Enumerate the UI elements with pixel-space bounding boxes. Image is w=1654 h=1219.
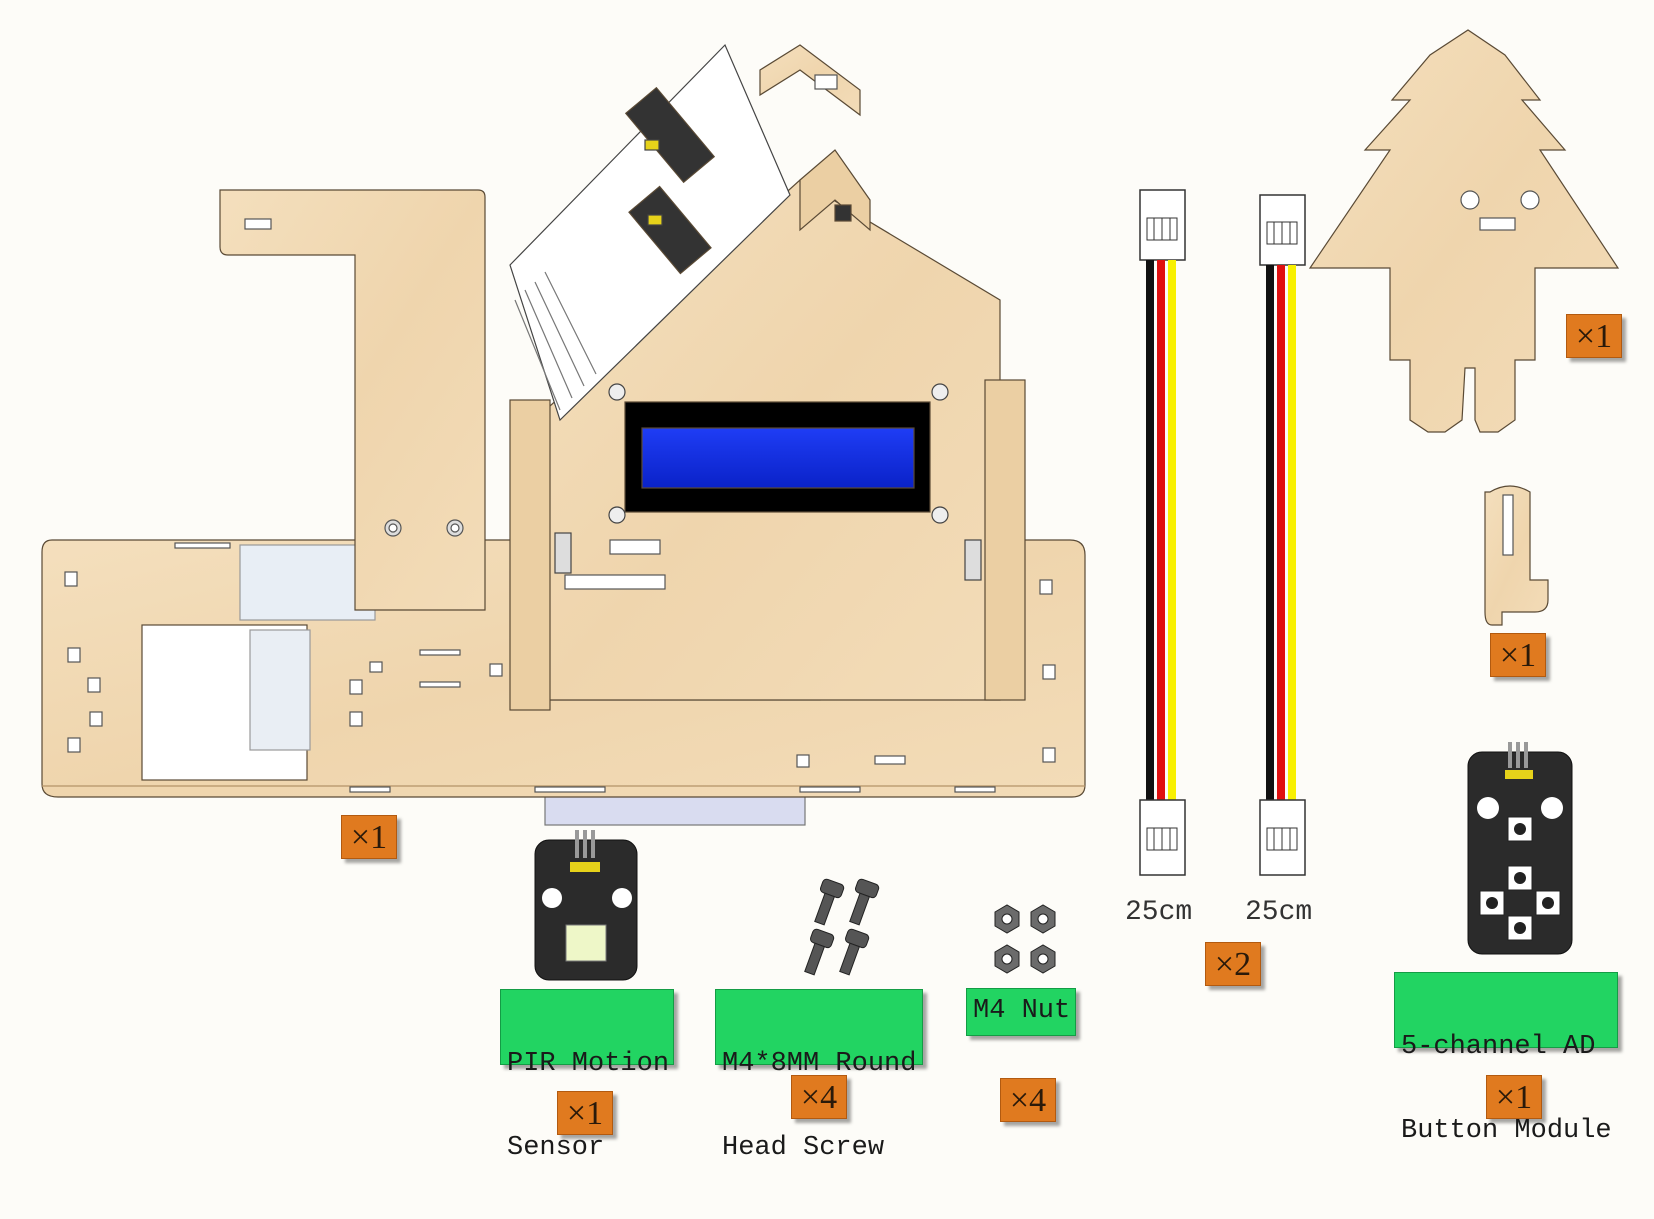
pir-quantity-badge: ×1 <box>557 1091 613 1135</box>
screw-label-line1: M4*8MM Round <box>722 1049 917 1079</box>
cable-right <box>1259 194 1306 876</box>
clip-quantity-badge: ×1 <box>1490 633 1546 677</box>
nuts <box>994 904 1056 974</box>
cable-quantity-badge: ×2 <box>1205 942 1261 986</box>
cable-left-length: 25cm <box>1125 897 1193 928</box>
clip-piece <box>1484 485 1549 626</box>
screw-label: M4*8MM Round Head Screw <box>715 989 923 1162</box>
pir-label-line2: Sensor <box>507 1133 605 1163</box>
parts-diagram: ×1 ×1 ×1 ×2 ×1 ×4 ×4 ×1 25cm 25cm PIR Mo… <box>41 29 1622 1162</box>
tree-quantity-badge: ×1 <box>1566 314 1622 358</box>
base-quantity-badge: ×1 <box>341 815 397 859</box>
screw-label-line2: Head Screw <box>722 1133 885 1163</box>
tree-piece <box>1308 29 1620 433</box>
pir-sensor-module <box>534 830 638 981</box>
button-module <box>1467 742 1573 955</box>
pir-sensor-label: PIR Motion Sensor <box>500 989 674 1162</box>
pir-label-line1: PIR Motion <box>507 1049 670 1079</box>
screws <box>804 878 880 976</box>
nut-quantity-badge: ×4 <box>1000 1078 1056 1122</box>
button-module-label-line1: 5-channel AD <box>1401 1032 1596 1062</box>
button-module-label: 5-channel AD Button Module <box>1394 972 1618 1145</box>
cable-right-length: 25cm <box>1245 897 1313 928</box>
cable-left <box>1139 189 1186 876</box>
screw-quantity-badge: ×4 <box>791 1075 847 1119</box>
nut-label: M4 Nut <box>966 988 1076 1036</box>
parts-illustration <box>41 29 1620 981</box>
button-module-label-line2: Button Module <box>1401 1116 1612 1146</box>
button-module-quantity-badge: ×1 <box>1486 1075 1542 1119</box>
main-assembly <box>41 43 1086 826</box>
